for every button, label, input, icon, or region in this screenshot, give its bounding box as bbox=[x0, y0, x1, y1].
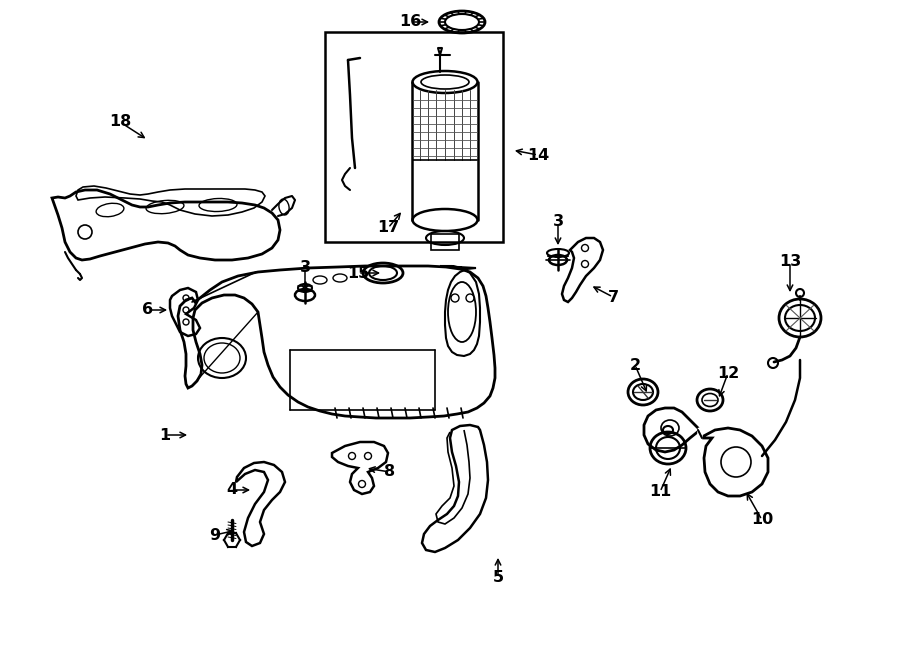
Text: 17: 17 bbox=[377, 221, 399, 235]
Text: 12: 12 bbox=[717, 366, 739, 381]
Text: 6: 6 bbox=[142, 303, 154, 317]
Text: 18: 18 bbox=[109, 114, 131, 130]
Text: 13: 13 bbox=[778, 254, 801, 270]
Text: 15: 15 bbox=[346, 266, 369, 280]
Text: 16: 16 bbox=[399, 15, 421, 30]
Text: 1: 1 bbox=[159, 428, 171, 442]
Text: 3: 3 bbox=[553, 215, 563, 229]
Text: 4: 4 bbox=[227, 483, 238, 498]
Text: 5: 5 bbox=[492, 570, 504, 586]
Text: 2: 2 bbox=[629, 358, 641, 373]
Text: 3: 3 bbox=[300, 260, 310, 276]
Text: 9: 9 bbox=[210, 527, 220, 543]
Text: 14: 14 bbox=[526, 147, 549, 163]
Bar bbox=[325, 32, 503, 242]
Text: 10: 10 bbox=[751, 512, 773, 527]
Bar bbox=[431, 234, 459, 250]
Text: 11: 11 bbox=[649, 485, 671, 500]
Text: 8: 8 bbox=[384, 465, 396, 479]
Text: 7: 7 bbox=[608, 290, 618, 305]
